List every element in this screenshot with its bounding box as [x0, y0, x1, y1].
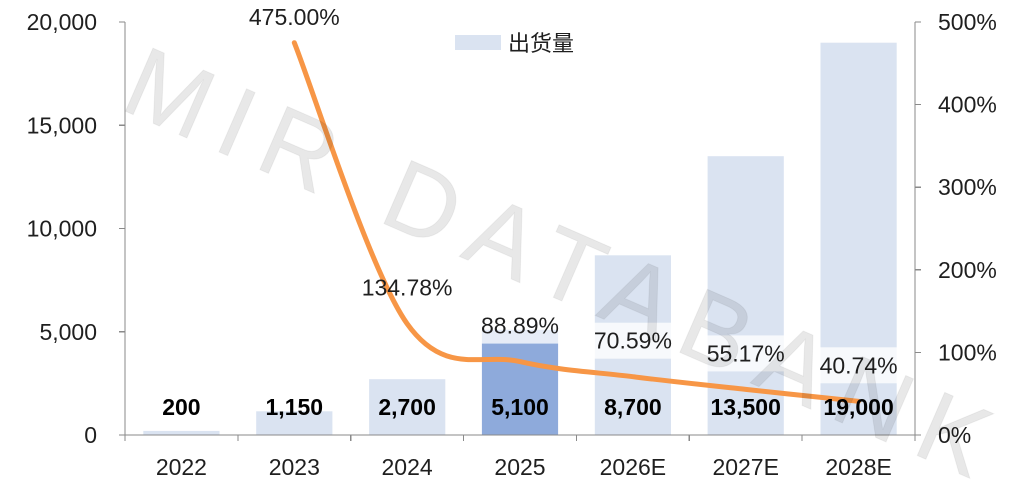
right-axis-tick-label: 100%	[938, 339, 997, 365]
growth-data-label: 88.89%	[481, 313, 559, 339]
x-axis-tick-label: 2023	[269, 454, 320, 480]
growth-line-layer	[291, 40, 862, 404]
growth-label-background	[700, 335, 791, 372]
left-axis-tick-label: 15,000	[27, 112, 97, 138]
bar-data-label: 200	[162, 394, 200, 420]
growth-label-background	[242, 0, 346, 35]
right-axis-tick-label: 0%	[938, 422, 971, 448]
right-axis-tick-label: 200%	[938, 257, 997, 283]
x-axis-tick-label: 2026E	[600, 454, 667, 480]
growth-label-background	[587, 322, 678, 359]
growth-data-label: 55.17%	[707, 340, 785, 366]
bar-data-label: 5,100	[491, 394, 549, 420]
bar-data-label: 13,500	[711, 394, 781, 420]
bar-data-label: 8,700	[604, 394, 662, 420]
x-axis-tick-label: 2027E	[712, 454, 779, 480]
data-labels: 200 1,150 2,700 5,100 8,700 13,500 19,000 475.0…	[162, 4, 897, 420]
bar-data-label: 1,150	[266, 394, 324, 420]
growth-label-background	[813, 347, 904, 384]
growth-label-backgrounds	[242, 0, 904, 384]
axes: 0 5,000 10,000 15,000 20,000 0% 100% 200% 300% 40…	[27, 9, 997, 480]
bar-data-label: 2,700	[378, 394, 436, 420]
legend: 出货量	[455, 31, 574, 56]
x-axis-tick-label: 2024	[382, 454, 433, 480]
left-axis-tick-label: 5,000	[39, 319, 97, 345]
left-axis-tick-label: 10,000	[27, 216, 97, 242]
x-axis-tick-label: 2028E	[825, 454, 892, 480]
growth-data-label: 134.78%	[362, 275, 453, 301]
growth-data-label: 475.00%	[249, 4, 340, 30]
growth-data-label: 40.74%	[820, 352, 898, 378]
right-axis-tick-label: 500%	[938, 9, 997, 35]
growth-label-background	[475, 307, 565, 344]
bar-2024	[369, 379, 446, 435]
bar-data-label: 19,000	[823, 394, 893, 420]
x-axis-tick-label: 2022	[156, 454, 207, 480]
legend-label: 出货量	[508, 31, 574, 56]
growth-rate-line	[291, 40, 862, 404]
left-axis-tick-label: 0	[84, 422, 97, 448]
x-axis-tick-label: 2025	[494, 454, 545, 480]
left-axis-tick-label: 20,000	[27, 9, 97, 35]
bar-2023	[256, 411, 333, 435]
growth-label-background	[355, 269, 459, 306]
right-axis-tick-label: 400%	[938, 92, 997, 118]
right-axis-tick-label: 300%	[938, 174, 997, 200]
legend-swatch	[455, 35, 501, 50]
growth-data-label: 70.59%	[594, 328, 672, 354]
bar-2025	[481, 329, 559, 435]
bar-2022	[143, 430, 220, 435]
